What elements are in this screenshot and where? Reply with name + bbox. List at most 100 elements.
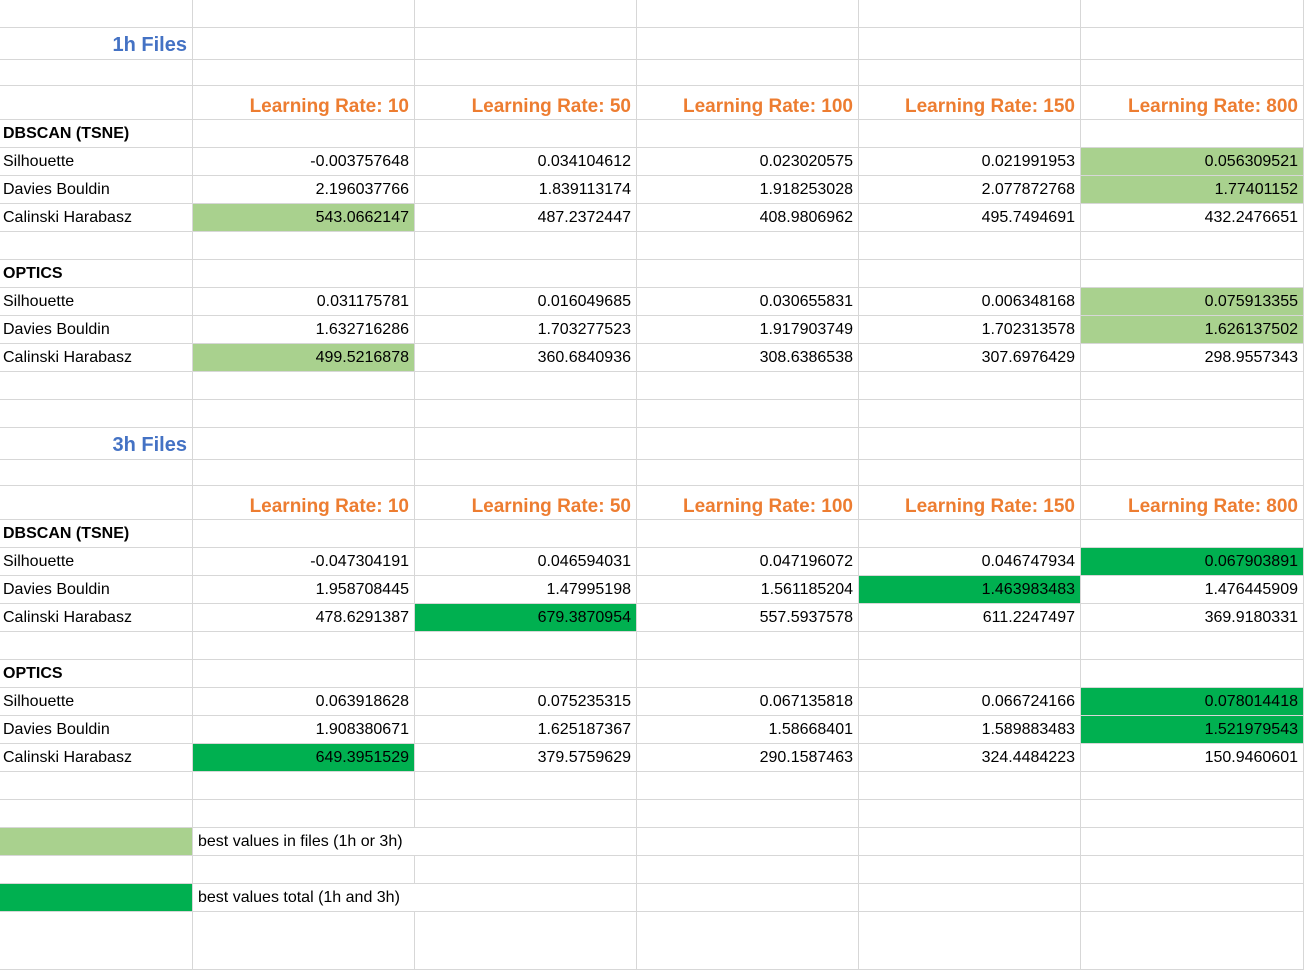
column-header-learning-rate[interactable]: Learning Rate: 800 bbox=[1081, 486, 1304, 520]
metric-value-cell[interactable]: 0.034104612 bbox=[415, 148, 637, 176]
method-label[interactable]: OPTICS bbox=[0, 660, 193, 688]
metric-value-cell[interactable]: 0.067135818 bbox=[637, 688, 859, 716]
sheet-cell[interactable] bbox=[1081, 120, 1304, 148]
sheet-cell[interactable] bbox=[859, 0, 1081, 28]
sheet-cell[interactable] bbox=[859, 912, 1081, 970]
metric-value-cell[interactable]: 1.958708445 bbox=[193, 576, 415, 604]
metric-value-cell[interactable]: 369.9180331 bbox=[1081, 604, 1304, 632]
metric-value-cell[interactable]: 0.075235315 bbox=[415, 688, 637, 716]
sheet-cell[interactable] bbox=[1081, 232, 1304, 260]
sheet-cell[interactable] bbox=[1081, 60, 1304, 86]
metric-label[interactable]: Davies Bouldin bbox=[0, 176, 193, 204]
sheet-cell[interactable] bbox=[637, 120, 859, 148]
metric-value-cell[interactable]: 1.918253028 bbox=[637, 176, 859, 204]
sheet-cell[interactable] bbox=[415, 660, 637, 688]
metric-value-cell[interactable]: 1.839113174 bbox=[415, 176, 637, 204]
metric-label[interactable]: Silhouette bbox=[0, 148, 193, 176]
metric-value-cell[interactable]: 0.046747934 bbox=[859, 548, 1081, 576]
sheet-cell[interactable] bbox=[859, 828, 1081, 856]
sheet-cell[interactable] bbox=[1081, 800, 1304, 828]
sheet-cell[interactable] bbox=[415, 520, 637, 548]
metric-value-cell[interactable]: 543.0662147 bbox=[193, 204, 415, 232]
sheet-cell[interactable] bbox=[0, 372, 193, 400]
sheet-cell[interactable] bbox=[415, 772, 637, 800]
sheet-cell[interactable] bbox=[1081, 400, 1304, 428]
sheet-cell[interactable] bbox=[0, 0, 193, 28]
sheet-cell[interactable] bbox=[0, 60, 193, 86]
legend-label[interactable]: best values total (1h and 3h) bbox=[193, 884, 415, 912]
metric-label[interactable]: Silhouette bbox=[0, 688, 193, 716]
sheet-cell[interactable] bbox=[859, 372, 1081, 400]
sheet-cell[interactable] bbox=[859, 800, 1081, 828]
section-title[interactable]: 3h Files bbox=[0, 428, 193, 460]
metric-value-cell[interactable]: 1.626137502 bbox=[1081, 316, 1304, 344]
metric-label[interactable]: Calinski Harabasz bbox=[0, 204, 193, 232]
metric-label[interactable]: Davies Bouldin bbox=[0, 316, 193, 344]
sheet-cell[interactable] bbox=[193, 428, 415, 460]
sheet-cell[interactable] bbox=[637, 660, 859, 688]
sheet-cell[interactable] bbox=[859, 772, 1081, 800]
sheet-cell[interactable] bbox=[637, 372, 859, 400]
sheet-cell[interactable] bbox=[0, 460, 193, 486]
sheet-cell[interactable] bbox=[415, 428, 637, 460]
sheet-cell[interactable] bbox=[193, 800, 415, 828]
metric-value-cell[interactable]: 0.056309521 bbox=[1081, 148, 1304, 176]
metric-value-cell[interactable]: 1.703277523 bbox=[415, 316, 637, 344]
column-header-learning-rate[interactable]: Learning Rate: 50 bbox=[415, 486, 637, 520]
metric-value-cell[interactable]: 557.5937578 bbox=[637, 604, 859, 632]
sheet-cell[interactable] bbox=[415, 632, 637, 660]
metric-label[interactable]: Calinski Harabasz bbox=[0, 344, 193, 372]
sheet-cell[interactable] bbox=[415, 260, 637, 288]
sheet-cell[interactable] bbox=[1081, 772, 1304, 800]
sheet-cell[interactable] bbox=[859, 460, 1081, 486]
sheet-cell[interactable] bbox=[415, 60, 637, 86]
sheet-cell[interactable] bbox=[637, 60, 859, 86]
column-header-learning-rate[interactable]: Learning Rate: 150 bbox=[859, 486, 1081, 520]
column-header-learning-rate[interactable]: Learning Rate: 10 bbox=[193, 86, 415, 120]
sheet-cell[interactable] bbox=[193, 460, 415, 486]
sheet-cell[interactable] bbox=[637, 828, 859, 856]
sheet-cell[interactable] bbox=[637, 520, 859, 548]
metric-value-cell[interactable]: 499.5216878 bbox=[193, 344, 415, 372]
metric-value-cell[interactable]: 1.589883483 bbox=[859, 716, 1081, 744]
metric-value-cell[interactable]: 1.476445909 bbox=[1081, 576, 1304, 604]
sheet-cell[interactable] bbox=[415, 800, 637, 828]
sheet-cell[interactable] bbox=[1081, 260, 1304, 288]
sheet-cell[interactable] bbox=[415, 120, 637, 148]
sheet-cell[interactable] bbox=[193, 520, 415, 548]
section-title[interactable]: 1h Files bbox=[0, 28, 193, 60]
sheet-cell[interactable] bbox=[637, 260, 859, 288]
metric-value-cell[interactable]: 478.6291387 bbox=[193, 604, 415, 632]
metric-value-cell[interactable]: 0.006348168 bbox=[859, 288, 1081, 316]
metric-label[interactable]: Silhouette bbox=[0, 288, 193, 316]
metric-label[interactable]: Calinski Harabasz bbox=[0, 604, 193, 632]
metric-value-cell[interactable]: 0.075913355 bbox=[1081, 288, 1304, 316]
sheet-cell[interactable] bbox=[1081, 856, 1304, 884]
legend-label[interactable]: best values in files (1h or 3h) bbox=[193, 828, 415, 856]
sheet-cell[interactable] bbox=[415, 372, 637, 400]
sheet-cell[interactable] bbox=[193, 28, 415, 60]
sheet-cell[interactable] bbox=[859, 232, 1081, 260]
sheet-cell[interactable] bbox=[859, 60, 1081, 86]
metric-value-cell[interactable]: 0.030655831 bbox=[637, 288, 859, 316]
sheet-cell[interactable] bbox=[193, 372, 415, 400]
sheet-cell[interactable] bbox=[1081, 912, 1304, 970]
sheet-cell[interactable] bbox=[1081, 884, 1304, 912]
sheet-cell[interactable] bbox=[193, 400, 415, 428]
sheet-cell[interactable] bbox=[637, 28, 859, 60]
metric-label[interactable]: Silhouette bbox=[0, 548, 193, 576]
metric-value-cell[interactable]: 1.58668401 bbox=[637, 716, 859, 744]
sheet-cell[interactable] bbox=[859, 428, 1081, 460]
sheet-cell[interactable] bbox=[1081, 428, 1304, 460]
sheet-cell[interactable] bbox=[193, 232, 415, 260]
sheet-cell[interactable] bbox=[1081, 660, 1304, 688]
metric-value-cell[interactable]: 649.3951529 bbox=[193, 744, 415, 772]
metric-label[interactable]: Calinski Harabasz bbox=[0, 744, 193, 772]
sheet-cell[interactable] bbox=[0, 232, 193, 260]
sheet-cell[interactable] bbox=[193, 260, 415, 288]
metric-value-cell[interactable]: 1.908380671 bbox=[193, 716, 415, 744]
metric-value-cell[interactable]: -0.003757648 bbox=[193, 148, 415, 176]
sheet-cell[interactable] bbox=[193, 660, 415, 688]
metric-value-cell[interactable]: 487.2372447 bbox=[415, 204, 637, 232]
sheet-cell[interactable] bbox=[0, 86, 193, 120]
